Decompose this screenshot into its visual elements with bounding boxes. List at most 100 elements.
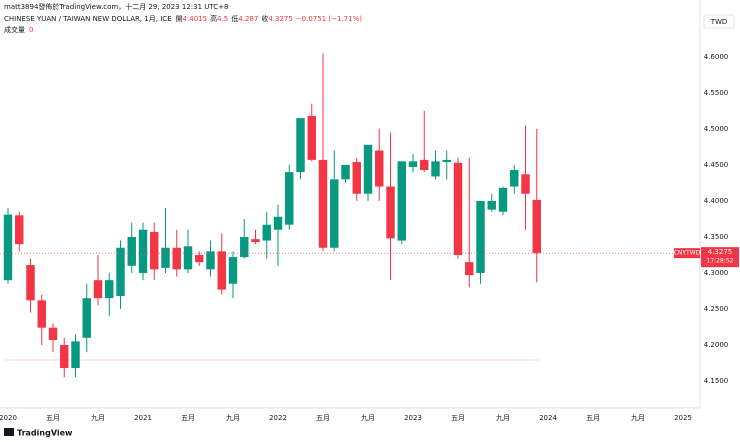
candle-body	[228, 257, 238, 284]
x-tick-label: 2022	[269, 414, 287, 422]
candle-body	[127, 236, 136, 266]
x-tick-label: 五月	[46, 414, 60, 422]
candle-body	[386, 186, 395, 239]
candle-body	[330, 179, 339, 248]
candle-body	[262, 224, 271, 241]
high-label: 高	[210, 14, 217, 23]
candle-body	[307, 115, 316, 160]
candle-body	[487, 200, 496, 210]
ticker: CNYTWD	[674, 250, 701, 257]
low-value: 4.287	[238, 15, 258, 23]
x-tick-label: 2024	[539, 414, 557, 422]
candle-body	[15, 215, 24, 245]
candle-body	[273, 216, 283, 230]
high-value: 4.5	[217, 15, 228, 23]
candle-body	[195, 254, 204, 263]
x-tick-label: 九月	[361, 413, 375, 422]
logo: TradingView	[17, 429, 73, 438]
open-value: 4.4015	[183, 15, 208, 23]
open-label: 開	[176, 15, 183, 23]
candle-body	[93, 280, 103, 299]
candle-body	[498, 187, 508, 212]
price-tag	[701, 247, 739, 268]
symbol-line: CHINESE YUAN / TAIWAN NEW DOLLAR, 1月, IC…	[4, 14, 362, 23]
candle-body	[26, 265, 35, 301]
candle-body	[116, 247, 125, 297]
candle-body	[510, 169, 519, 187]
candle-body	[318, 159, 328, 248]
ticker-tag	[674, 248, 700, 259]
candle-body	[453, 162, 463, 255]
candle-body	[60, 344, 69, 369]
candle-body	[408, 161, 418, 168]
symbol: CHINESE YUAN / TAIWAN NEW DOLLAR, 1月, IC…	[4, 15, 172, 23]
y-tick-label: 4.5500	[704, 89, 729, 97]
x-tick-label: 九月	[226, 413, 240, 422]
close-label: 收	[261, 14, 268, 23]
candle-body	[397, 161, 406, 241]
candle-body	[161, 247, 170, 268]
volume-label: 成交量	[4, 25, 25, 34]
candle-body	[37, 300, 46, 328]
x-tick-label: 2023	[404, 414, 422, 422]
publisher: matt3894發佈於TradingView.com，十二月 29, 2023 …	[4, 2, 228, 11]
candle-body	[150, 231, 159, 270]
candle-body	[442, 159, 451, 163]
x-tick-label: 九月	[496, 413, 510, 422]
change: −0.0751 (−1.71%)	[296, 15, 362, 23]
candle-body	[420, 159, 429, 170]
x-tick-label: 九月	[91, 413, 105, 422]
candle-body	[138, 229, 148, 273]
candle-body	[352, 162, 361, 194]
low-label: 低	[231, 14, 238, 23]
candle-body	[82, 298, 91, 338]
currency[interactable]: TWD	[710, 18, 728, 26]
last-price: 4.3275	[708, 248, 733, 256]
x-tick-label: 五月	[181, 414, 195, 422]
candle-body	[532, 199, 541, 254]
x-tick-label: 2021	[134, 414, 152, 422]
y-tick-label: 4.2500	[704, 305, 729, 313]
candle-body	[521, 174, 530, 194]
x-tick-label: 五月	[316, 414, 330, 422]
currency-box[interactable]	[703, 14, 735, 29]
candle-body	[105, 280, 114, 299]
candle-body	[240, 236, 249, 258]
y-tick-label: 4.3000	[704, 269, 729, 277]
y-tick-label: 4.3500	[704, 233, 729, 241]
candle-body	[251, 239, 260, 242]
candle-body	[285, 172, 294, 225]
candle-body	[375, 150, 384, 187]
close-value: 4.3275	[268, 15, 293, 23]
candle-body	[172, 247, 181, 270]
volume-line: 成交量 0	[4, 25, 33, 34]
logo-icon	[4, 428, 14, 436]
candle-body	[71, 341, 80, 369]
x-tick-label: 五月	[586, 414, 600, 422]
candle-body	[217, 251, 226, 290]
candle-body	[363, 144, 373, 194]
candle-body	[3, 214, 13, 281]
y-tick-label: 4.5000	[704, 125, 729, 133]
candle-body	[465, 262, 474, 276]
candle-body	[183, 246, 193, 270]
candle-body	[341, 164, 350, 180]
x-tick-label: 2025	[674, 414, 692, 422]
y-tick-label: 4.4500	[704, 161, 729, 169]
y-tick-label: 4.6000	[704, 53, 729, 61]
candle-body	[48, 327, 58, 340]
countdown: 17:28:52	[707, 258, 734, 265]
x-tick-label: 九月	[631, 413, 645, 422]
candle-body	[476, 200, 485, 273]
y-tick-label: 4.4000	[704, 197, 729, 205]
y-tick-label: 4.1500	[704, 377, 729, 385]
candle-body	[431, 161, 440, 177]
x-tick-label: 2020	[0, 414, 17, 422]
y-tick-label: 4.2000	[704, 341, 729, 349]
candle-body	[296, 118, 305, 173]
x-tick-label: 五月	[451, 414, 465, 422]
candle-body	[206, 251, 215, 270]
volume-value: 0	[29, 26, 33, 34]
